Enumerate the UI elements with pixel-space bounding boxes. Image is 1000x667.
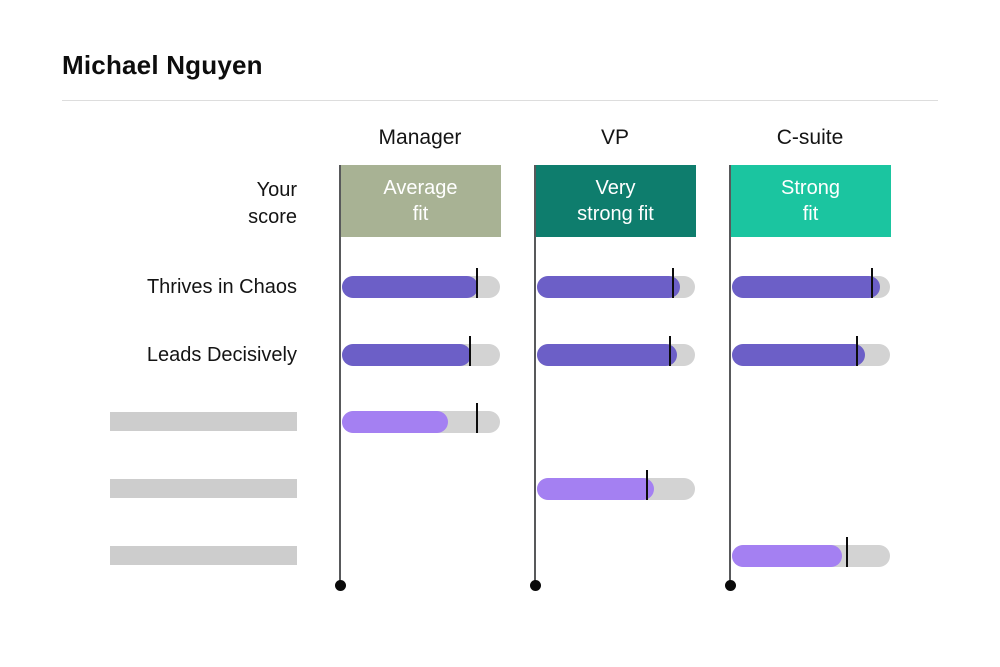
fit-badge-line2: strong fit [577, 203, 654, 225]
axis-line-vp [534, 165, 536, 585]
axis-dot-c-suite [725, 580, 736, 591]
benchmark-tick [669, 336, 671, 366]
benchmark-tick [469, 336, 471, 366]
score-bar-fill [342, 344, 471, 366]
row-label-placeholder [110, 412, 297, 431]
score-bar-fill [732, 276, 880, 298]
column-header-vp: VP [600, 126, 629, 149]
axis-dot-vp [530, 580, 541, 591]
score-bar-fill [537, 478, 654, 500]
fit-badge-line1: Average [383, 177, 458, 199]
score-bar-fill [342, 276, 478, 298]
benchmark-tick [856, 336, 858, 366]
your-score-line2: score [248, 206, 297, 228]
score-bar-fill [732, 344, 865, 366]
column-header-c-suite: C-suite [776, 126, 844, 149]
row-label: Thrives in Chaos [146, 276, 297, 298]
benchmark-tick [476, 268, 478, 298]
fit-badge-line1: Very [595, 177, 636, 199]
score-bar-fill [537, 344, 677, 366]
axis-line-manager [339, 165, 341, 585]
fit-badge-line1: Strong [781, 177, 840, 199]
fit-badge-line2: fit [412, 203, 429, 225]
axis-line-c-suite [729, 165, 731, 585]
fit-badge-manager: Average fit [340, 165, 501, 237]
row-label-placeholder [110, 479, 297, 498]
benchmark-tick [871, 268, 873, 298]
column-header-manager: Manager [378, 126, 462, 149]
axis-dot-manager [335, 580, 346, 591]
score-bar-fill [537, 276, 680, 298]
score-bar-fill [342, 411, 448, 433]
benchmark-tick [672, 268, 674, 298]
score-bar-fill [732, 545, 842, 567]
row-label: Leads Decisively [146, 344, 297, 366]
benchmark-tick [646, 470, 648, 500]
fit-badge-line2: fit [802, 203, 819, 225]
benchmark-tick [846, 537, 848, 567]
benchmark-tick [476, 403, 478, 433]
divider [62, 100, 938, 101]
fit-badge-vp: Very strong fit [535, 165, 696, 237]
page-title: Michael Nguyen [62, 50, 263, 80]
fit-badge-c-suite: Strong fit [730, 165, 891, 237]
row-label-placeholder [110, 546, 297, 565]
your-score-line1: Your [256, 179, 297, 201]
your-score-label: Your score [40, 177, 297, 231]
